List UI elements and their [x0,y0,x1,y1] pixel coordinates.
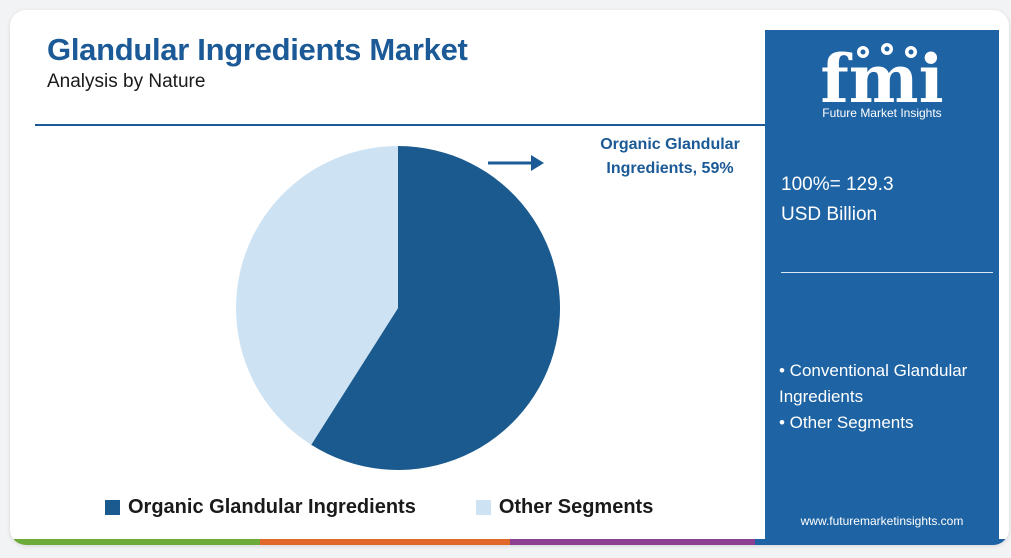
pie-slice-other [236,146,398,445]
accent-bar-segment [755,539,1009,545]
website-url[interactable]: www.futuremarketinsights.com [800,514,964,528]
pie-slice-organic [311,146,561,470]
callout-line-1: Organic Glandular [600,136,740,153]
accent-bar-segment [10,539,260,545]
title-divider [35,124,765,126]
legend-item-organic: Organic Glandular Ingredients [105,496,416,519]
logo-tagline: Future Market Insights [822,106,942,120]
fmi-logo: fmi [820,40,943,110]
chart-legend: Organic Glandular Ingredients Other Segm… [105,496,713,519]
accent-bar-segment [510,539,755,545]
accent-bar-segment [260,539,510,545]
pie-chart [236,146,561,470]
segment-item: • Conventional Glandular Ingredients [779,361,968,406]
segment-item: • Other Segments [779,413,914,432]
legend-swatch-organic [105,500,120,515]
info-panel: fmi Future Market Insights 100%= 129.3 U… [765,30,999,545]
logo-people-icon [857,43,917,58]
market-total-unit: USD Billion [781,204,878,225]
market-total: 100%= 129.3 USD Billion [781,170,894,230]
segment-list: • Conventional Glandular Ingredients • O… [779,358,994,436]
legend-label-organic: Organic Glandular Ingredients [128,496,416,518]
panel-divider [781,272,993,273]
legend-item-other: Other Segments [475,496,654,519]
callout-line-2: Ingredients, 59% [606,160,734,177]
market-total-value: 100%= 129.3 [781,174,894,195]
organic-slice-callout: Organic Glandular Ingredients, 59% [575,133,765,181]
report-card: Glandular Ingredients Market Analysis by… [10,10,1009,545]
chart-title: Glandular Ingredients Market [47,32,468,67]
callout-arrow [488,155,544,171]
legend-swatch-other [475,500,491,515]
legend-label-other: Other Segments [498,496,654,518]
chart-subtitle: Analysis by Nature [47,71,206,92]
